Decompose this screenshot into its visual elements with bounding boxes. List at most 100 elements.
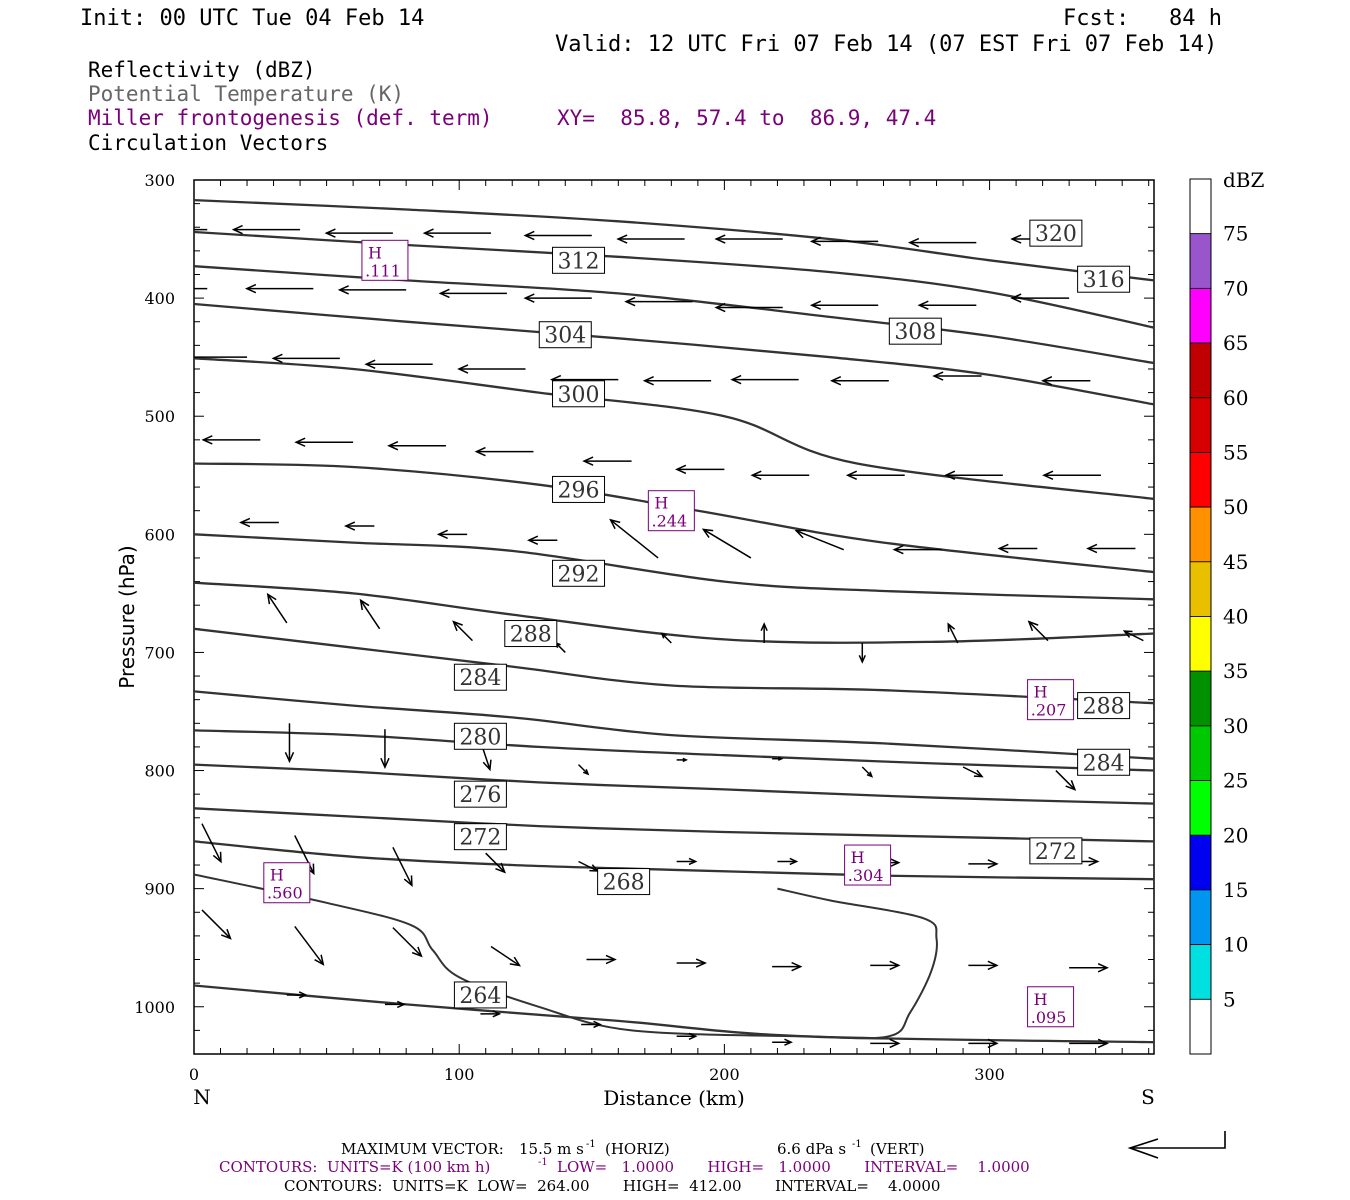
valid-time: Valid: 12 UTC Fri 07 Feb 14 (07 EST Fri … bbox=[555, 32, 1217, 57]
vector-shaft bbox=[795, 529, 845, 551]
theta-contour-308 bbox=[194, 302, 1154, 406]
vector-head bbox=[380, 757, 390, 770]
circulation-vector bbox=[968, 859, 999, 869]
miller-max-box bbox=[844, 844, 892, 886]
theta-label: 304 bbox=[544, 324, 586, 349]
vector-head bbox=[1097, 963, 1109, 973]
circulation-vectors bbox=[181, 224, 1144, 1049]
vector-head bbox=[337, 285, 349, 295]
circulation-vector bbox=[997, 543, 1038, 554]
circulation-vector bbox=[962, 766, 984, 778]
plot-area bbox=[193, 179, 1155, 1055]
circulation-vector bbox=[201, 909, 232, 940]
vector-head bbox=[1010, 234, 1022, 244]
miller-max-value: .244 bbox=[652, 512, 688, 531]
theta-label-box bbox=[597, 868, 651, 896]
max-horiz-tag: (HORIZ) bbox=[605, 1140, 670, 1158]
theta-label: 320 bbox=[1035, 222, 1077, 247]
vector-shaft bbox=[490, 945, 520, 967]
circulation-vector bbox=[1122, 630, 1144, 642]
vector-head bbox=[387, 441, 399, 451]
colorbar-segment bbox=[1189, 780, 1212, 836]
vector-head bbox=[1027, 620, 1039, 632]
circulation-vector bbox=[337, 285, 407, 295]
theta-contour-280 bbox=[194, 729, 1154, 772]
theta-contour-320 bbox=[194, 198, 1154, 282]
circulation-vector bbox=[772, 1038, 793, 1046]
vector-head bbox=[181, 353, 190, 361]
vector-head bbox=[892, 544, 904, 555]
vector-shaft bbox=[1055, 770, 1076, 791]
vector-head bbox=[987, 960, 999, 971]
circulation-vector bbox=[772, 756, 784, 761]
theta-label: 312 bbox=[558, 249, 600, 274]
vector-head bbox=[220, 928, 232, 940]
vector-head bbox=[495, 862, 507, 874]
theta-label: 316 bbox=[1083, 268, 1125, 293]
colorbar-segment bbox=[1189, 397, 1212, 453]
vector-head bbox=[523, 230, 535, 241]
colorbar-tick-label: 15 bbox=[1223, 878, 1248, 902]
miller-max-box bbox=[647, 490, 695, 532]
x-tick-label: 0 bbox=[189, 1065, 199, 1084]
max-horiz-value: 15.5 m s bbox=[519, 1140, 584, 1158]
colorbar-title: dBZ bbox=[1223, 168, 1265, 192]
theta-contour-292 bbox=[194, 581, 1154, 644]
vector-head bbox=[436, 529, 448, 540]
vector-head bbox=[997, 543, 1009, 554]
miller-contour-line bbox=[194, 873, 938, 1040]
circulation-vector bbox=[586, 954, 617, 965]
theta-contour-labels: 3123043002962922882842802762722682643203… bbox=[453, 219, 1131, 1009]
circulation-vector bbox=[1010, 293, 1070, 303]
theta-label-box bbox=[1029, 219, 1083, 247]
colorbar-segment bbox=[1189, 616, 1212, 672]
vector-head bbox=[973, 769, 984, 778]
vector-head bbox=[750, 470, 762, 481]
circulation-vector bbox=[239, 517, 279, 528]
circulation-vector bbox=[1055, 770, 1077, 791]
contours-miller-exp: -1 bbox=[538, 1157, 548, 1168]
circulation-vector bbox=[324, 228, 393, 238]
circulation-vector bbox=[201, 435, 261, 445]
vector-head bbox=[675, 464, 687, 475]
vector-head bbox=[239, 517, 251, 528]
colorbar-tick-label: 55 bbox=[1223, 440, 1248, 464]
vector-head bbox=[609, 518, 621, 530]
circulation-vector bbox=[344, 521, 375, 531]
circulation-vector bbox=[286, 991, 308, 999]
circulation-vector bbox=[201, 823, 222, 864]
colorbar-tick-label: 70 bbox=[1223, 276, 1248, 300]
vector-shaft bbox=[861, 766, 873, 778]
vector-head bbox=[1010, 293, 1022, 303]
colorbar-segment bbox=[1189, 944, 1212, 1000]
circulation-vector bbox=[809, 236, 879, 247]
theta-label-box bbox=[1077, 265, 1131, 293]
theta-label-box bbox=[504, 620, 558, 648]
x-right-end-label: S bbox=[1141, 1085, 1155, 1109]
vector-head bbox=[907, 237, 920, 248]
contours-theta: CONTOURS: UNITS=K LOW= 264.00 HIGH= 412.… bbox=[284, 1177, 940, 1195]
miller-max-value: .095 bbox=[1031, 1008, 1067, 1027]
vector-head bbox=[794, 529, 807, 539]
reference-vector bbox=[1127, 1131, 1226, 1159]
miller-max-label: H bbox=[1034, 990, 1048, 1009]
circulation-vector bbox=[845, 470, 905, 481]
vector-head bbox=[1041, 376, 1053, 386]
circulation-vector bbox=[870, 1038, 901, 1049]
circulation-vector bbox=[1086, 543, 1136, 554]
circulation-vector bbox=[485, 852, 507, 874]
colorbar-tick-label: 5 bbox=[1223, 987, 1236, 1011]
miller-max-label: H bbox=[851, 848, 865, 867]
circulation-vector bbox=[714, 234, 783, 244]
vector-head bbox=[1042, 470, 1054, 481]
miller-max-box bbox=[1027, 679, 1075, 721]
circulation-vector bbox=[380, 729, 390, 770]
colorbar-segment bbox=[1189, 889, 1212, 946]
field-reflectivity: Reflectivity (dBZ) bbox=[88, 58, 316, 82]
vector-head bbox=[324, 228, 336, 238]
vector-shaft bbox=[294, 925, 324, 965]
colorbar-tick-label: 20 bbox=[1223, 823, 1248, 847]
vector-head bbox=[889, 1038, 901, 1049]
circulation-vector bbox=[1027, 620, 1049, 642]
vector-shaft bbox=[360, 599, 381, 630]
